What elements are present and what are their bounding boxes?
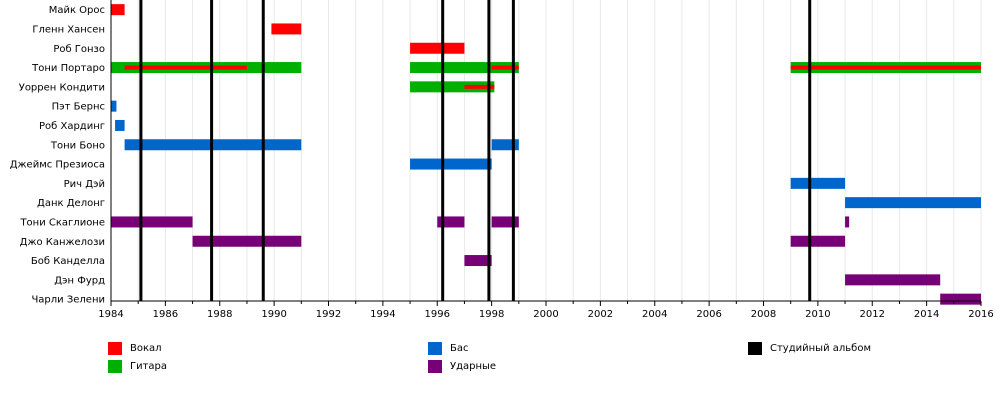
member-label: Джо Канжелози bbox=[20, 237, 105, 248]
bar-vocals-4-10 bbox=[464, 84, 495, 89]
album-lines bbox=[139, 0, 812, 301]
x-tick-label-2016: 2016 bbox=[968, 309, 993, 320]
year-gridlines bbox=[110, 0, 982, 301]
member-label: Чарли Зелени bbox=[31, 295, 105, 306]
bar-drums-11-20 bbox=[491, 216, 519, 228]
x-tick-label-1984: 1984 bbox=[98, 309, 123, 320]
bar-bass-6-12 bbox=[115, 119, 125, 131]
legend-swatch-guitar bbox=[108, 360, 122, 373]
x-tick-label-2002: 2002 bbox=[588, 309, 613, 320]
member-label: Гленн Хансен bbox=[32, 24, 105, 35]
bar-drums-11-18 bbox=[111, 216, 193, 228]
x-tick-label-2006: 2006 bbox=[696, 309, 721, 320]
legend-label-drums: Ударные bbox=[450, 361, 497, 372]
x-tick-label-2008: 2008 bbox=[751, 309, 776, 320]
member-label: Роб Хардинг bbox=[39, 121, 105, 132]
member-label: Джеймс Презиоса bbox=[10, 160, 105, 171]
x-tick-label-2012: 2012 bbox=[860, 309, 885, 320]
x-tick-label-1988: 1988 bbox=[207, 309, 232, 320]
bar-bass-8-15 bbox=[410, 158, 492, 170]
x-tick-label-1996: 1996 bbox=[425, 309, 450, 320]
x-tick-label-2004: 2004 bbox=[642, 309, 667, 320]
x-tick-label-2010: 2010 bbox=[805, 309, 830, 320]
bar-drums-11-21 bbox=[845, 216, 850, 228]
legend-swatch-drums bbox=[428, 360, 442, 373]
member-label: Роб Гонзо bbox=[53, 44, 105, 55]
bar-drums-15-26 bbox=[940, 293, 981, 305]
x-tick-label-2000: 2000 bbox=[533, 309, 558, 320]
legend-label-bass: Бас bbox=[450, 343, 469, 354]
bar-vocals-0-0 bbox=[111, 4, 125, 16]
member-label: Тони Портаро bbox=[31, 63, 105, 74]
x-tick-label-1986: 1986 bbox=[153, 309, 178, 320]
legend-label-vocals: Вокал bbox=[130, 343, 162, 354]
member-label: Пэт Бернс bbox=[52, 102, 105, 113]
bar-vocals-3-4 bbox=[124, 65, 247, 70]
bar-vocals-1-1 bbox=[271, 23, 302, 35]
bar-drums-11-19 bbox=[437, 216, 465, 228]
bar-drums-14-25 bbox=[845, 274, 941, 286]
bar-guitar-4-9 bbox=[410, 81, 495, 93]
bar-guitar-3-5 bbox=[410, 62, 519, 74]
bar-vocals-3-8 bbox=[790, 65, 981, 70]
bar-vocals-2-2 bbox=[410, 42, 465, 54]
x-tick-label-1994: 1994 bbox=[370, 309, 395, 320]
bar-drums-12-22 bbox=[192, 235, 302, 247]
member-labels: Майк Орос Гленн Хансен Роб Гонзо Тони Порта… bbox=[10, 5, 105, 306]
x-tick-label-1992: 1992 bbox=[316, 309, 341, 320]
legend-swatch-bass bbox=[428, 342, 442, 355]
x-tick-label-1990: 1990 bbox=[261, 309, 286, 320]
member-label: Данк Делонг bbox=[37, 198, 105, 209]
bar-drums-12-23 bbox=[790, 235, 846, 247]
legend-label-guitar: Гитара bbox=[130, 361, 168, 372]
legend-label-album: Студийный альбом bbox=[770, 343, 871, 354]
bar-bass-5-11 bbox=[111, 100, 117, 112]
x-axis: 1984 1986 1988 1990 1992 1994 1996 1998 2000 2002… bbox=[98, 0, 994, 320]
member-label: Тони Скаглионе bbox=[19, 217, 105, 228]
bar-vocals-3-6 bbox=[491, 65, 519, 70]
member-label: Тони Боно bbox=[50, 140, 105, 151]
legend-swatch-vocals bbox=[108, 342, 122, 355]
member-label: Дэн Фурд bbox=[54, 275, 105, 286]
member-label: Майк Орос bbox=[49, 5, 105, 16]
bar-bass-10-17 bbox=[845, 197, 981, 209]
bar-bass-7-14 bbox=[491, 139, 519, 151]
bar-drums-13-24 bbox=[464, 255, 492, 267]
x-tick-label-1998: 1998 bbox=[479, 309, 504, 320]
member-label: Боб Канделла bbox=[31, 256, 105, 267]
member-label: Рич Дэй bbox=[64, 179, 105, 190]
member-label: Уоррен Кондити bbox=[19, 82, 105, 93]
x-tick-label-2014: 2014 bbox=[914, 309, 939, 320]
legend-swatch-album bbox=[748, 342, 762, 355]
bar-bass-9-16 bbox=[790, 177, 846, 189]
